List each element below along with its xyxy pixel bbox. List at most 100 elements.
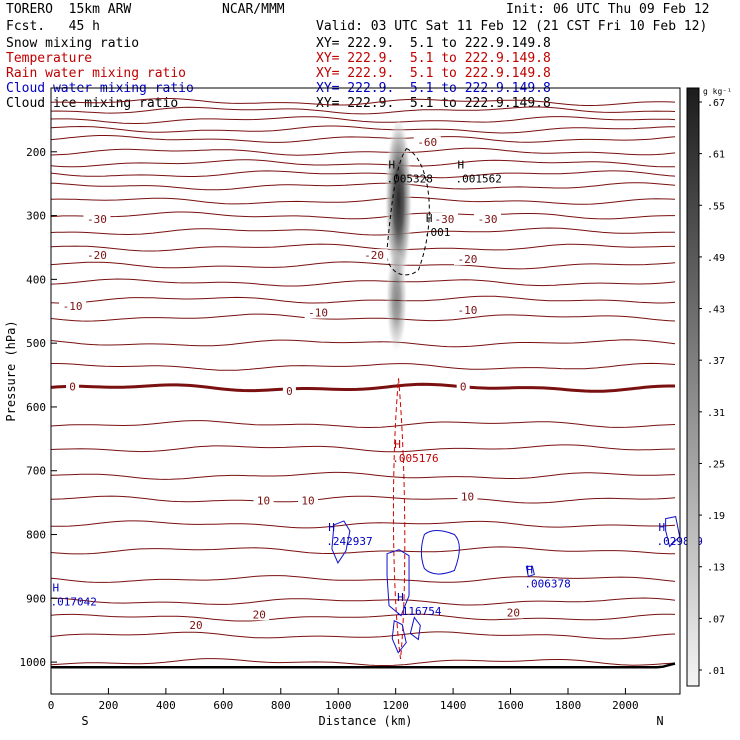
maximum-value-label: .001	[424, 226, 451, 239]
isotherm-line	[51, 339, 676, 348]
x-tick-label: 1200	[382, 699, 409, 712]
temperature-label-bg	[453, 252, 481, 265]
temperature-label: -10	[308, 307, 328, 320]
field-xy-temperature: XY= 222.9. 5.1 to 222.9.149.8	[316, 51, 551, 66]
forecast-hour: Fcst. 45 h	[6, 19, 100, 34]
temperature-label-bg	[249, 608, 270, 621]
surface-line	[51, 662, 676, 669]
cloud-water-contour	[525, 565, 535, 578]
maximum-value-label: .006378	[524, 578, 570, 591]
cloud-water-contour	[386, 549, 410, 617]
cloud-water-contour	[420, 530, 460, 575]
snow-shading	[384, 121, 413, 298]
x-tick-label: 1800	[555, 699, 582, 712]
isotherm-line	[51, 613, 676, 622]
x-tick-label: 0	[48, 699, 55, 712]
isotherm-line	[51, 147, 676, 156]
isotherm-line	[51, 211, 675, 220]
colorbar-tick-label: .55	[707, 201, 725, 212]
y-axis-label: Pressure (hPa)	[4, 320, 18, 421]
colorbar	[686, 87, 700, 687]
y-tick-label: 1000	[20, 656, 47, 669]
colorbar-tick-label: .49	[707, 253, 725, 264]
x-tick-label: 800	[271, 699, 291, 712]
temperature-label: 0	[286, 385, 293, 398]
maximum-marker: H	[397, 591, 404, 604]
maximum-value-label: .005328	[387, 173, 433, 186]
isotherm-line	[51, 546, 675, 555]
isotherm-line	[51, 471, 676, 480]
maximum-value-label: .116754	[395, 605, 442, 618]
field-name-temperature: Temperature	[6, 51, 93, 66]
temperature-label: 10	[257, 495, 270, 508]
temperature-label-bg	[282, 385, 296, 397]
cloud-water-contour	[409, 616, 421, 641]
isotherm-line	[51, 170, 676, 179]
temperature-label: -30	[435, 213, 455, 226]
maximum-marker: H	[389, 159, 396, 172]
isotherm-line	[51, 295, 676, 304]
temperature-label: 20	[189, 619, 202, 632]
init-time: Init: 06 UTC Thu 09 Feb 12	[506, 2, 710, 17]
temperature-label-bg	[360, 249, 388, 262]
temperature-label: 0	[69, 381, 76, 394]
x-tick-label: 600	[213, 699, 233, 712]
temperature-label-bg	[457, 490, 478, 503]
x-tick-label: 1400	[440, 699, 467, 712]
colorbar-tick-label: .67	[707, 98, 725, 109]
temperature-label: -20	[364, 249, 384, 262]
colorbar-tick-label: .25	[707, 459, 725, 470]
x-tick-label: 1000	[325, 699, 352, 712]
y-tick-label: 300	[26, 210, 46, 223]
colorbar-tick-label: .13	[707, 563, 725, 574]
temperature-label: -30	[87, 213, 107, 226]
cloud-water-contour	[665, 515, 680, 548]
y-tick-label: 200	[26, 146, 46, 159]
x-tick-label: 2000	[612, 699, 639, 712]
colorbar-tick-label: .31	[707, 408, 725, 419]
field-xy-rain: XY= 222.9. 5.1 to 222.9.149.8	[316, 66, 551, 81]
isotherm-line	[51, 116, 676, 125]
temperature-label: 10	[301, 495, 314, 508]
temperature-label-bg	[83, 249, 111, 262]
isotherm-line	[51, 227, 676, 236]
isotherm-line	[51, 631, 676, 640]
temperature-label: 0	[460, 381, 467, 394]
isotherm-line	[51, 182, 676, 191]
temperature-label: 20	[507, 606, 520, 619]
isotherm-line	[51, 658, 676, 666]
maximum-value-label: .017042	[50, 596, 96, 609]
temperature-label: -20	[458, 253, 478, 266]
isotherm-line	[51, 420, 676, 429]
temperature-label-bg	[503, 606, 524, 619]
isotherm-line	[51, 125, 676, 134]
temperature-label: -30	[478, 213, 498, 226]
temperature-label: 20	[253, 608, 266, 621]
isotherm-line	[51, 313, 676, 322]
maximum-marker: H	[394, 438, 401, 451]
maximum-marker: H	[526, 564, 533, 577]
field-xy-snow: XY= 222.9. 5.1 to 222.9.149.8	[316, 36, 551, 51]
maximum-value-label: .005176	[392, 452, 438, 465]
temperature-label-bg	[474, 212, 502, 225]
freezing-level-isotherm	[51, 382, 675, 393]
y-tick-label: 900	[26, 592, 46, 605]
colorbar-tick-label: .61	[707, 150, 725, 161]
temperature-label: -10	[63, 300, 83, 313]
maximum-marker: H	[426, 212, 433, 225]
x-tick-label: 400	[156, 699, 176, 712]
temperature-label: -20	[87, 249, 107, 262]
south-label: S	[81, 714, 88, 728]
colorbar-unit-label: g kg⁻¹	[703, 87, 732, 96]
temperature-label-bg	[304, 306, 332, 319]
temperature-label-bg	[430, 212, 458, 225]
x-tick-label: 200	[99, 699, 119, 712]
field-name-cloud-ice: Cloud ice mixing ratio	[6, 96, 179, 111]
colorbar-tick-label: .01	[707, 666, 725, 677]
cloud-water-contour	[391, 619, 407, 654]
maximum-marker: H	[52, 582, 59, 595]
temperature-label: 10	[461, 490, 474, 503]
temperature-label: -10	[458, 304, 478, 317]
isotherm-line	[51, 597, 676, 606]
north-label: N	[656, 714, 663, 728]
